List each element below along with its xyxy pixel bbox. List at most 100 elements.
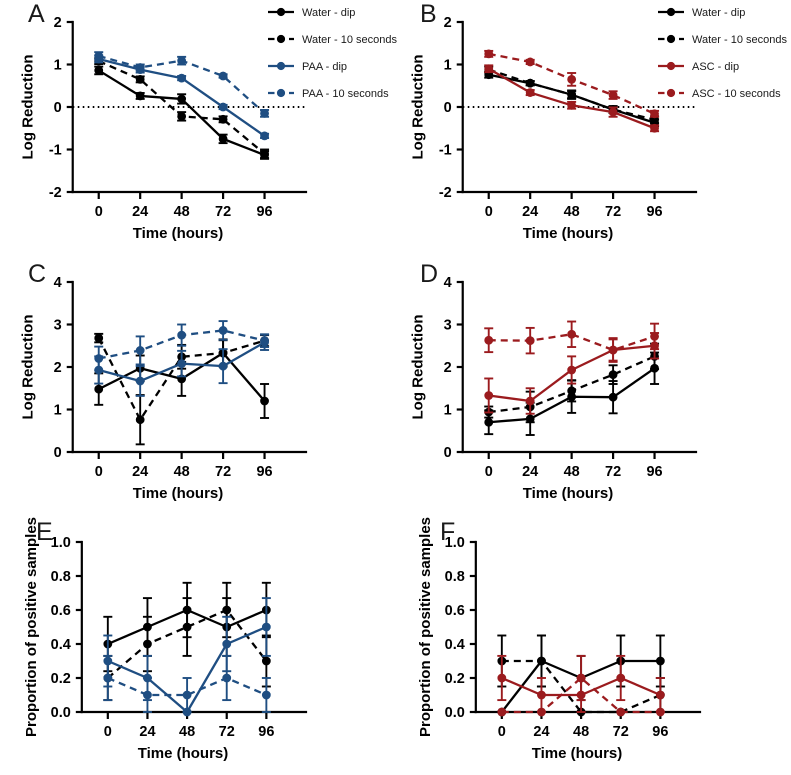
legend-label: PAA - dip	[302, 61, 347, 73]
data-point	[525, 396, 535, 406]
legend-label: Water - 10 seconds	[302, 34, 397, 46]
plot-c: 0 1 2 3 4 0 24 48 72 96 Time (hours) Log Reduction	[20, 275, 308, 502]
data-point	[567, 386, 577, 396]
data-point	[567, 74, 577, 84]
y-axis-title: Log Reduction	[20, 54, 37, 159]
data-point	[218, 71, 228, 81]
x-tick-label: 0	[498, 724, 506, 740]
x-tick-label: 0	[95, 464, 103, 480]
y-tick-label: 3	[444, 318, 452, 334]
panel-letter-f: F	[440, 518, 456, 546]
data-point	[537, 707, 546, 717]
data-point	[608, 392, 618, 402]
data-point	[484, 64, 494, 74]
data-point	[608, 107, 618, 117]
data-point	[218, 102, 228, 112]
legend-item[interactable]: Water - 10 seconds	[268, 34, 397, 46]
legend-label: Water - dip	[302, 7, 355, 19]
y-tick-label: 0.4	[51, 637, 71, 653]
data-point	[135, 415, 145, 425]
panel-letter-c: C	[28, 260, 47, 288]
data-point	[484, 417, 494, 427]
x-axis-title: Time (hours)	[133, 485, 224, 502]
y-tick-label: 4	[444, 275, 452, 291]
legend-item[interactable]: PAA - dip	[268, 61, 347, 73]
data-point	[135, 346, 145, 355]
legend-item[interactable]: Water - 10 seconds	[658, 34, 787, 46]
data-point	[655, 690, 665, 700]
axes: 0.0 0.2 0.4 0.6 0.8 1.0 0 24 48 72 96 Time (hours) P…	[417, 517, 702, 762]
data-point	[567, 100, 577, 110]
series-asc-dip	[484, 64, 660, 133]
legend-item[interactable]: Water - dip	[658, 7, 745, 19]
y-axis-title: Log Reduction	[410, 54, 427, 159]
y-tick-label: -2	[49, 185, 62, 201]
y-tick-label: 0.8	[445, 569, 465, 585]
y-tick-label: 1.0	[51, 535, 71, 551]
legend-b: Water - dip Water - 10 seconds ASC - dip AS…	[658, 7, 787, 100]
y-tick-label: 0	[54, 445, 62, 461]
data-point	[135, 91, 145, 101]
data-point	[537, 656, 546, 666]
y-axis-title: Proportion of positive samples	[417, 517, 434, 737]
series-asc-dip	[484, 332, 660, 415]
legend-item[interactable]: ASC - 10 seconds	[658, 88, 781, 100]
x-tick-label: 72	[613, 724, 629, 740]
y-tick-label: 0.4	[445, 637, 465, 653]
legend-item[interactable]: PAA - 10 seconds	[268, 88, 389, 100]
data-point	[497, 707, 507, 717]
x-tick-label: 24	[522, 464, 538, 480]
legend-marker	[276, 61, 286, 71]
data-point	[135, 376, 145, 386]
data-point	[484, 335, 494, 345]
y-tick-label: 0.6	[445, 603, 465, 619]
data-point	[608, 90, 618, 100]
x-tick-label: 96	[256, 464, 272, 480]
data-point	[94, 354, 104, 363]
panel-letter-a: A	[28, 0, 45, 28]
data-point	[567, 329, 577, 339]
legend-item[interactable]: ASC - dip	[658, 61, 739, 73]
y-tick-label: 0	[444, 445, 452, 461]
series-paa-10-seconds	[94, 320, 270, 372]
y-tick-label: 1	[54, 58, 62, 74]
y-tick-label: -2	[439, 185, 452, 201]
data-point	[655, 656, 665, 666]
y-tick-label: 1	[444, 58, 452, 74]
data-point	[484, 391, 494, 400]
data-point	[218, 326, 228, 335]
data-point	[182, 622, 192, 632]
data-point	[525, 78, 535, 88]
data-point	[177, 73, 187, 83]
panel-f: F 0.0 0.2 0.4 0.6 0.8 1.0 0 24 48 72 96 Time (hours)…	[396, 516, 791, 775]
data-point	[650, 123, 659, 133]
x-tick-label: 24	[139, 724, 155, 740]
data-point	[177, 359, 187, 368]
series-path	[501, 659, 661, 714]
x-tick-label: 96	[256, 204, 272, 220]
series-path	[97, 337, 265, 421]
x-axis-title: Time (hours)	[138, 745, 229, 762]
data-point	[616, 707, 626, 717]
x-tick-label: 0	[95, 204, 103, 220]
x-tick-label: 24	[132, 204, 148, 220]
y-tick-label: 0	[444, 100, 452, 116]
x-tick-label: 48	[564, 464, 580, 480]
y-tick-label: 0.2	[51, 671, 71, 687]
series-water-10-seconds	[94, 56, 270, 159]
data-point	[525, 88, 535, 97]
legend-marker	[666, 88, 676, 98]
data-point	[135, 74, 145, 84]
panel-a: A -2 -1 0 1 2 0 24 48 72 96 Time (hours) Log Reducti…	[0, 0, 398, 258]
plot-d: 0 1 2 3 4 0 24 48 72 96 Time (hours) Log Reduction	[410, 275, 698, 502]
legend-item[interactable]: Water - dip	[268, 7, 355, 19]
x-tick-label: 96	[646, 204, 662, 220]
x-tick-label: 48	[174, 204, 190, 220]
x-tick-label: 24	[132, 464, 148, 480]
legend-label: PAA - 10 seconds	[302, 88, 389, 100]
axes: 0 1 2 3 4 0 24 48 72 96 Time (hours) Log Reduction	[20, 275, 308, 502]
x-tick-label: 72	[605, 464, 621, 480]
series-path	[107, 676, 267, 697]
x-tick-label: 72	[215, 464, 231, 480]
x-tick-label: 72	[605, 204, 621, 220]
